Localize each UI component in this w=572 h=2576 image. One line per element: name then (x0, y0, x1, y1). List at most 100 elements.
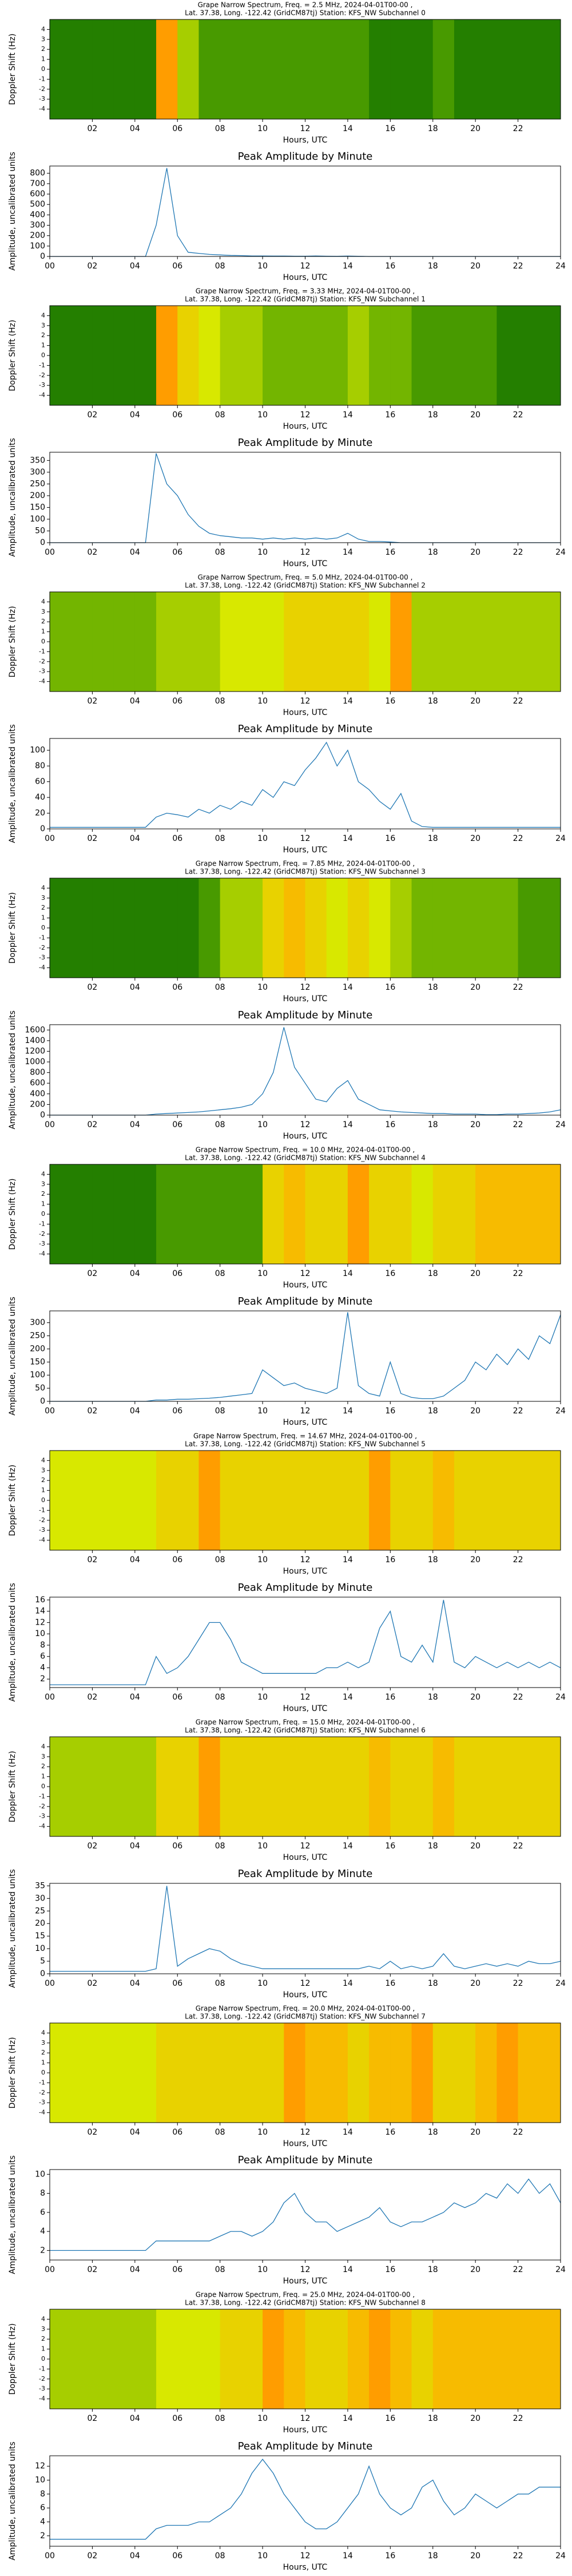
y-tick-label: 25 (35, 1906, 45, 1915)
chart-subtitle: Lat. 37.38, Long. -122.42 (GridCM87tj) S… (185, 582, 426, 590)
x-tick-label: 14 (343, 548, 353, 557)
heatmap-cell (305, 592, 327, 692)
y-tick-label: 1600 (25, 1025, 45, 1034)
y-tick-label: -2 (39, 85, 45, 93)
x-tick-label: 14 (343, 1555, 353, 1564)
x-axis-label: Hours, UTC (283, 1853, 328, 1862)
heatmap-cell (539, 592, 561, 692)
data-line (50, 1027, 561, 1116)
plot-frame (49, 1310, 561, 1402)
heatmap-cell (326, 1164, 348, 1264)
plot-frame (49, 452, 561, 543)
x-tick-label: 10 (257, 2265, 268, 2274)
heatmap-cell (113, 1164, 136, 1264)
heatmap-cell (475, 306, 497, 405)
y-tick-label: -2 (39, 2089, 45, 2096)
x-tick-label: 04 (130, 1693, 140, 1702)
heatmap-cell (496, 592, 519, 692)
heatmap-cell (134, 2309, 157, 2409)
heatmap-cell (113, 1737, 136, 1836)
x-tick-label: 18 (428, 1269, 438, 1278)
y-tick-label: 300 (30, 221, 45, 230)
heatmap-cell (113, 878, 136, 978)
heatmap-cell (475, 1451, 497, 1550)
x-tick-label: 06 (172, 262, 182, 271)
heatmap-cell (326, 2309, 348, 2409)
x-tick-label: 08 (215, 2265, 225, 2274)
x-tick-label: 24 (555, 548, 566, 557)
y-tick-label: -2 (39, 1803, 45, 1810)
y-tick-label: 1200 (25, 1046, 45, 1056)
x-tick-label: 22 (513, 1120, 523, 1129)
x-tick-label: 04 (130, 410, 140, 420)
y-tick-label: -1 (39, 2365, 45, 2372)
y-tick-label: -4 (39, 1536, 45, 1544)
x-tick-label: 18 (428, 2414, 438, 2423)
chart-subtitle: Lat. 37.38, Long. -122.42 (GridCM87tj) S… (185, 868, 426, 876)
heatmap-cell (156, 19, 178, 119)
heatmap-cell (177, 878, 199, 978)
heatmap-cell (432, 1737, 455, 1836)
x-tick-label: 12 (300, 1842, 311, 1851)
x-tick-label: 14 (343, 2128, 353, 2137)
y-axis-label: Amplitude, uncalibrated units (8, 2441, 17, 2561)
heatmap-cell (284, 1164, 305, 1264)
y-tick-label: 20 (35, 1919, 45, 1928)
heatmap-cell (326, 2023, 348, 2123)
y-tick-label: -3 (39, 1240, 45, 1247)
heatmap-cell (411, 2309, 434, 2409)
x-tick-label: 14 (343, 1842, 353, 1851)
y-tick-label: 3 (41, 1467, 45, 1474)
heatmap-cell (518, 878, 540, 978)
heatmap-cell (496, 1451, 519, 1550)
heatmap-cell (241, 592, 263, 692)
heatmap-cell (92, 878, 114, 978)
x-tick-label: 20 (470, 410, 480, 420)
y-tick-label: 700 (30, 179, 45, 188)
x-tick-label: 00 (45, 1406, 55, 1416)
heatmap-cell (539, 878, 561, 978)
heatmap-cell (326, 592, 348, 692)
y-tick-label: 200 (30, 1100, 45, 1109)
x-tick-label: 00 (45, 1979, 55, 1988)
y-tick-label: 6 (40, 2503, 45, 2512)
y-tick-label: 0 (40, 824, 45, 833)
x-tick-label: 08 (215, 1555, 225, 1564)
heatmap-cell (241, 2023, 263, 2123)
x-tick-label: 10 (257, 1120, 268, 1129)
x-tick-label: 14 (343, 834, 353, 843)
heatmap-cell (539, 19, 561, 119)
heatmap-cell (92, 592, 114, 692)
x-tick-label: 18 (428, 548, 438, 557)
data-line (50, 1886, 561, 1972)
x-tick-label: 02 (88, 548, 98, 557)
x-tick-label: 20 (470, 697, 480, 706)
x-tick-label: 06 (172, 548, 182, 557)
heatmap-cell (475, 2023, 497, 2123)
heatmap-cell (198, 19, 221, 119)
x-tick-label: 04 (130, 124, 140, 133)
chart-title: Grape Narrow Spectrum, Freq. = 20.0 MHz,… (196, 2005, 415, 2013)
x-tick-label: 18 (428, 1693, 438, 1702)
x-tick-label: 08 (215, 2551, 225, 2561)
y-tick-label: 4 (40, 1663, 45, 1672)
chart-title: Grape Narrow Spectrum, Freq. = 15.0 MHz,… (196, 1718, 415, 1726)
y-tick-label: 0 (40, 1397, 45, 1406)
heatmap-cell (496, 2309, 519, 2409)
y-tick-label: 4 (41, 1456, 45, 1464)
x-tick-label: 06 (172, 1269, 182, 1278)
y-tick-label: -4 (39, 105, 45, 113)
heatmap-cell (92, 2023, 114, 2123)
heatmap-cell (369, 2023, 391, 2123)
y-tick-label: -4 (39, 2395, 45, 2403)
y-tick-label: -1 (39, 1506, 45, 1514)
heatmap-cell (220, 1164, 242, 1264)
x-tick-label: 18 (428, 1979, 438, 1988)
heatmap-cell (50, 2309, 72, 2409)
y-tick-label: 800 (30, 1068, 45, 1077)
y-tick-label: 1000 (25, 1057, 45, 1066)
heatmap-cell (432, 878, 455, 978)
plot-frame (49, 165, 561, 257)
y-tick-label: 8 (40, 2189, 45, 2198)
heatmap-cell (284, 19, 305, 119)
